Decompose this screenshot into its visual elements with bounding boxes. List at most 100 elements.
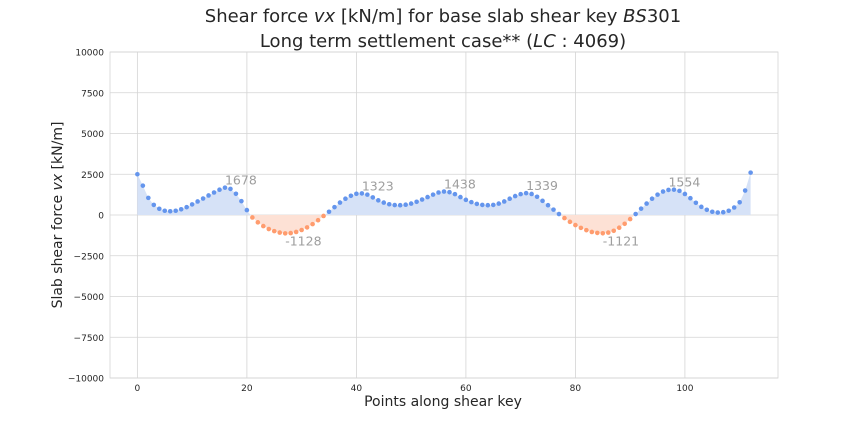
peak-annotation: 1554	[668, 175, 700, 190]
chart-title-math: LC	[533, 31, 556, 52]
chart-title-part: )	[619, 31, 626, 52]
positive-data-point	[507, 196, 513, 201]
positive-data-point	[731, 205, 737, 210]
positive-data-point	[534, 194, 540, 200]
positive-data-point	[244, 207, 250, 213]
positive-data-point	[343, 196, 348, 201]
plot-area: 10000 7500 5000 2500 0 −2500 −5000 −7500 −10000 0…	[68, 49, 779, 394]
positive-data-point	[419, 197, 425, 202]
positive-data-point	[682, 191, 688, 197]
positive-data-point	[222, 185, 228, 190]
y-tick-label: −5000	[74, 293, 105, 303]
positive-data-point	[332, 204, 337, 210]
y-tick-label: 0	[98, 212, 104, 222]
peak-annotation: 1339	[526, 178, 558, 193]
positive-data-point	[644, 201, 649, 206]
positive-data-point	[408, 201, 414, 206]
positive-data-point	[167, 208, 173, 214]
positive-data-point	[156, 206, 162, 212]
negative-area-fill	[137, 215, 751, 234]
x-tick-label: 80	[570, 384, 582, 394]
positive-data-point	[326, 209, 332, 215]
positive-data-point	[365, 192, 370, 197]
negative-data-point	[299, 227, 304, 233]
positive-data-point	[512, 193, 518, 199]
negative-data-point	[261, 223, 266, 229]
positive-data-point	[184, 204, 189, 210]
negative-data-point	[584, 227, 589, 233]
negative-data-point	[567, 219, 573, 225]
negative-data-point	[600, 230, 606, 236]
positive-data-point	[469, 199, 474, 205]
negative-data-point	[611, 228, 617, 234]
positive-data-point	[693, 200, 699, 206]
positive-data-point	[233, 191, 239, 197]
negative-data-point	[288, 230, 293, 236]
chart-title-part: Long term settlement case** (	[260, 31, 533, 52]
positive-data-point	[463, 197, 469, 203]
positive-data-point	[211, 190, 217, 195]
positive-data-point	[173, 208, 179, 214]
positive-data-point	[146, 195, 151, 201]
positive-data-point	[381, 200, 387, 205]
x-tick-label: 40	[351, 384, 363, 394]
chart-title-part: :	[556, 31, 574, 52]
y-axis-label-part: [kN/m]	[50, 122, 66, 174]
plot-frame	[109, 51, 779, 379]
y-axis-label-part: Slab shear force	[50, 190, 66, 308]
peak-annotation: 1678	[225, 173, 257, 188]
peak-annotation: -1121	[603, 233, 639, 248]
positive-data-point	[189, 202, 195, 207]
chart-title-part: [kN/m] for base slab shear key	[335, 6, 623, 27]
positive-data-point	[200, 196, 206, 201]
peak-annotation: 1323	[362, 178, 394, 193]
positive-data-point	[677, 188, 682, 194]
chart-title-part: 301	[647, 6, 681, 27]
positive-data-point	[704, 207, 710, 213]
positive-data-point	[518, 191, 523, 197]
negative-data-point	[605, 230, 611, 235]
positive-data-point	[206, 193, 211, 198]
y-axis-label-math: vx	[50, 173, 66, 190]
positive-data-point	[726, 208, 732, 214]
positive-data-point	[688, 195, 693, 201]
negative-data-point	[573, 222, 578, 228]
positive-data-point	[359, 191, 365, 196]
positive-data-point	[501, 199, 507, 204]
positive-data-point	[414, 199, 419, 205]
y-axis-label: Slab shear force vx [kN/m]	[50, 122, 66, 309]
positive-data-point	[178, 206, 184, 212]
negative-data-point	[277, 230, 283, 235]
positive-data-point	[720, 209, 726, 215]
x-tick-label: 0	[135, 384, 141, 394]
positive-data-point	[556, 211, 562, 217]
positive-data-point	[447, 189, 452, 195]
x-tick-label: 60	[460, 384, 472, 394]
positive-data-point	[436, 190, 441, 195]
y-tick-label: 5000	[81, 130, 104, 140]
positive-data-point	[748, 170, 753, 175]
positive-data-point	[485, 202, 491, 208]
negative-data-point	[271, 228, 277, 234]
positive-data-point	[715, 210, 721, 215]
positive-data-point	[633, 211, 638, 217]
negative-data-point	[321, 213, 326, 219]
positive-data-point	[195, 199, 200, 204]
positive-data-point	[397, 202, 403, 208]
positive-data-point	[425, 194, 430, 200]
positive-data-point	[490, 202, 496, 208]
negative-data-point	[282, 231, 288, 236]
positive-data-point	[742, 188, 748, 193]
positive-data-point	[151, 202, 157, 208]
positive-data-point	[545, 202, 551, 208]
negative-data-point	[255, 220, 261, 225]
chart-title-line2: Long term settlement case** (LC : 4069)	[260, 31, 626, 52]
y-tick-label: −10000	[68, 375, 104, 385]
chart-title-part: Shear force	[205, 6, 314, 27]
y-tick-label: 7500	[81, 89, 104, 99]
negative-data-point	[293, 229, 299, 235]
positive-data-point	[430, 192, 436, 197]
negative-data-point	[595, 230, 600, 236]
peak-annotation: 1438	[444, 177, 476, 192]
